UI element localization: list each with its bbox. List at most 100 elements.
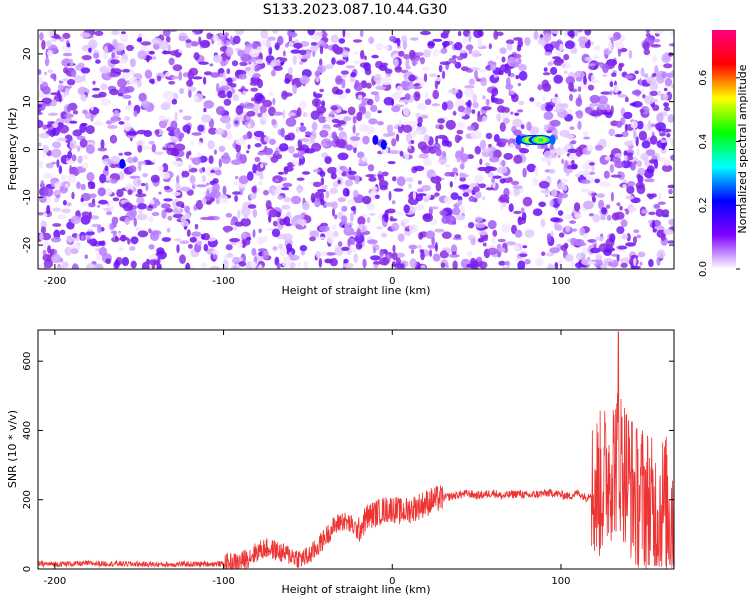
heatmap-cell <box>540 189 551 194</box>
heatmap-y-axis-label: Frequency (Hz) <box>6 108 19 191</box>
heatmap-cell <box>251 97 256 102</box>
heatmap-feature <box>119 158 126 169</box>
heatmap-cell <box>219 80 228 86</box>
heatmap-cell <box>233 226 237 231</box>
heatmap-cell <box>429 73 437 77</box>
heatmap-cell <box>289 32 298 38</box>
heatmap-cell <box>518 100 525 106</box>
heatmap-cell <box>178 71 183 81</box>
heatmap-cell <box>135 226 142 232</box>
heatmap-cell <box>92 87 100 91</box>
heatmap-cell <box>513 53 522 59</box>
heatmap-cell <box>137 50 148 60</box>
heatmap-cell <box>85 231 95 236</box>
heatmap-cell <box>655 208 664 217</box>
heatmap-cell <box>594 144 604 151</box>
heatmap-cell <box>174 160 184 168</box>
heatmap-cell <box>450 254 460 258</box>
heatmap-cell <box>656 112 664 123</box>
heatmap-cell <box>471 109 476 114</box>
heatmap-cell <box>370 91 379 96</box>
heatmap-cell <box>414 203 425 211</box>
heatmap-cell <box>641 209 648 214</box>
heatmap-cell <box>158 115 166 121</box>
x-tick-label: 100 <box>551 576 570 587</box>
heatmap-cell <box>319 225 330 232</box>
heatmap-cell <box>321 184 329 190</box>
heatmap-cell <box>268 92 274 96</box>
snr-panel: -200 -100 0 100 0 200 400 600 Height of straig… <box>6 329 675 596</box>
heatmap-cell <box>195 199 204 210</box>
heatmap-cell <box>58 93 62 103</box>
heatmap-cell <box>353 253 359 264</box>
heatmap-cell <box>499 47 507 55</box>
heatmap-cell <box>98 240 105 246</box>
heatmap-cell <box>431 103 440 107</box>
heatmap-cell <box>102 51 109 60</box>
heatmap-cell <box>408 49 416 58</box>
heatmap-cell <box>124 105 132 111</box>
heatmap-cell <box>80 183 86 191</box>
heatmap-cell <box>529 126 540 136</box>
heatmap-cell <box>38 119 44 129</box>
heatmap-cell <box>649 159 658 164</box>
heatmap-cell <box>344 179 354 187</box>
heatmap-cell <box>184 213 191 220</box>
heatmap-cell <box>470 238 476 246</box>
heatmap-cell <box>513 129 522 137</box>
heatmap-cell <box>138 92 147 102</box>
heatmap-cell <box>663 63 673 69</box>
heatmap-cell <box>430 175 442 184</box>
heatmap-cell <box>52 122 59 129</box>
heatmap-cell <box>505 241 516 246</box>
heatmap-cell <box>341 215 348 225</box>
heatmap-cell <box>166 227 171 233</box>
heatmap-cell <box>220 115 231 124</box>
heatmap-cell <box>393 58 399 67</box>
heatmap-cell <box>552 30 560 35</box>
heatmap-cell <box>404 93 411 101</box>
heatmap-cell <box>142 173 149 178</box>
heatmap-cell <box>398 50 405 57</box>
heatmap-cell <box>331 118 340 124</box>
heatmap-cell <box>558 232 565 238</box>
heatmap-cell <box>478 69 489 73</box>
heatmap-cell <box>438 64 443 73</box>
heatmap-cell <box>193 30 201 35</box>
heatmap-cell <box>186 229 191 237</box>
heatmap-cell <box>237 209 241 219</box>
heatmap-cell <box>188 164 192 170</box>
heatmap-cell <box>614 134 624 138</box>
heatmap-cell <box>408 183 412 189</box>
heatmap-cell <box>179 254 186 264</box>
heatmap-cell <box>603 170 610 179</box>
heatmap-feature <box>515 134 522 145</box>
heatmap-cell <box>588 213 595 217</box>
heatmap-cell <box>283 216 291 226</box>
heatmap-cell <box>90 113 94 122</box>
heatmap-cell <box>252 163 257 174</box>
heatmap-cell <box>129 209 137 218</box>
heatmap-cell <box>39 32 44 41</box>
heatmap-cell <box>181 170 190 178</box>
heatmap-cell <box>312 181 322 188</box>
heatmap-cell <box>257 78 263 89</box>
heatmap-cell <box>636 120 644 130</box>
heatmap-cell <box>670 69 674 78</box>
heatmap-cell <box>640 67 645 77</box>
heatmap-cell <box>259 105 267 114</box>
heatmap-x-ticks: -200 -100 0 100 <box>44 30 571 287</box>
heatmap-cell <box>567 108 573 115</box>
heatmap-cell <box>203 71 213 76</box>
heatmap-cell <box>247 123 251 128</box>
heatmap-cell <box>361 156 369 162</box>
heatmap-cell <box>386 208 396 214</box>
heatmap-cell <box>67 67 75 72</box>
heatmap-cell <box>210 72 220 78</box>
heatmap-cell <box>396 37 401 47</box>
heatmap-cell <box>441 70 446 80</box>
heatmap-cell <box>641 140 651 149</box>
heatmap-cell <box>163 90 174 101</box>
heatmap-cell <box>60 174 67 181</box>
snr-x-ticks: -200 -100 0 100 <box>44 330 571 587</box>
